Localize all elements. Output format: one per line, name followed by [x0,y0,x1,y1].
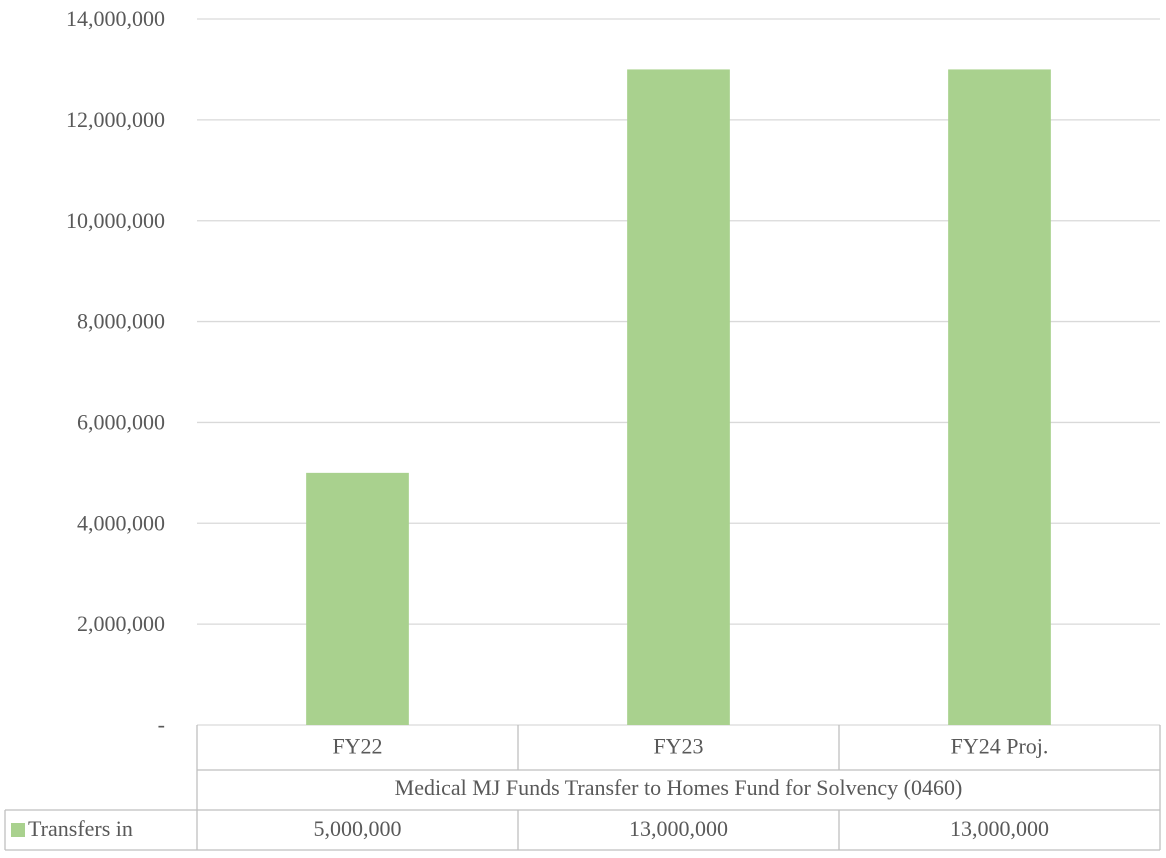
y-tick-label: 12,000,000 [66,107,165,132]
bar [306,472,409,725]
data-table-value: 5,000,000 [314,816,402,841]
y-tick-label: - [158,712,165,737]
bar [948,69,1051,725]
y-tick-label: 4,000,000 [77,510,165,535]
y-tick-label: 6,000,000 [77,409,165,434]
bar [627,69,730,725]
x-tick-label: FY22 [332,734,382,759]
x-tick-label: FY23 [653,734,703,759]
y-tick-label: 8,000,000 [77,309,165,334]
category-group-label: Medical MJ Funds Transfer to Homes Fund … [395,775,963,800]
data-table-value: 13,000,000 [629,816,728,841]
y-tick-label: 14,000,000 [66,6,165,31]
x-tick-label: FY24 Proj. [951,734,1049,759]
y-tick-label: 2,000,000 [77,611,165,636]
legend-swatch [11,823,25,837]
legend-label: Transfers in [28,816,133,841]
data-table-value: 13,000,000 [950,816,1049,841]
y-tick-label: 10,000,000 [66,208,165,233]
